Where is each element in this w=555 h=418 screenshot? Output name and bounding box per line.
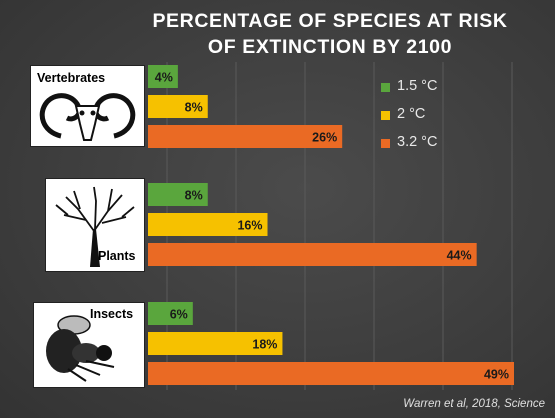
bar-vertebrates-1	[148, 65, 178, 88]
legend-label-2c: 2 °C	[397, 106, 426, 122]
bar-vertebrates-2	[148, 95, 208, 118]
legend-label-3-2c: 3.2 °C	[397, 134, 438, 150]
category-label-plants: Plants	[98, 249, 136, 263]
chart-title-line-2: OF EXTINCTION BY 2100	[207, 36, 453, 58]
bar-insects-2	[148, 332, 283, 355]
source-citation: Warren et al, 2018, Science	[403, 398, 545, 410]
vertebrates-image-box: Vertebrates	[30, 65, 145, 147]
legend-swatch-3-2c	[381, 139, 390, 148]
bar-insects-3	[148, 362, 514, 385]
category-label-vertebrates: Vertebrates	[37, 71, 106, 85]
ram-skull-icon	[39, 93, 136, 141]
data-label-vertebrates-3: 26%	[312, 131, 337, 145]
tree-icon	[55, 186, 135, 267]
data-label-plants-2: 16%	[237, 219, 262, 233]
chart-title-line-1: PERCENTAGE OF SPECIES AT RISK	[152, 10, 508, 32]
legend-swatch-1-5c	[381, 83, 390, 92]
bar-plants-2	[148, 213, 268, 236]
bar-plants-1	[148, 183, 208, 206]
data-label-insects-1: 6%	[170, 308, 188, 322]
legend-label-1-5c: 1.5 °C	[397, 78, 438, 94]
plants-image-box: Plants	[45, 178, 145, 272]
category-label-insects: Insects	[90, 307, 134, 321]
data-label-vertebrates-2: 8%	[185, 101, 203, 115]
data-label-insects-3: 49%	[484, 368, 509, 382]
legend-swatch-2c	[381, 111, 390, 120]
data-label-vertebrates-1: 4%	[155, 71, 173, 85]
data-label-plants-3: 44%	[447, 249, 472, 263]
data-label-insects-2: 18%	[252, 338, 277, 352]
bar-vertebrates-3	[148, 125, 343, 148]
insects-image-box: Insects	[33, 302, 145, 388]
data-label-plants-1: 8%	[185, 189, 203, 203]
bee-icon	[46, 315, 115, 382]
bar-plants-3	[148, 243, 477, 266]
bar-insects-1	[148, 302, 193, 325]
